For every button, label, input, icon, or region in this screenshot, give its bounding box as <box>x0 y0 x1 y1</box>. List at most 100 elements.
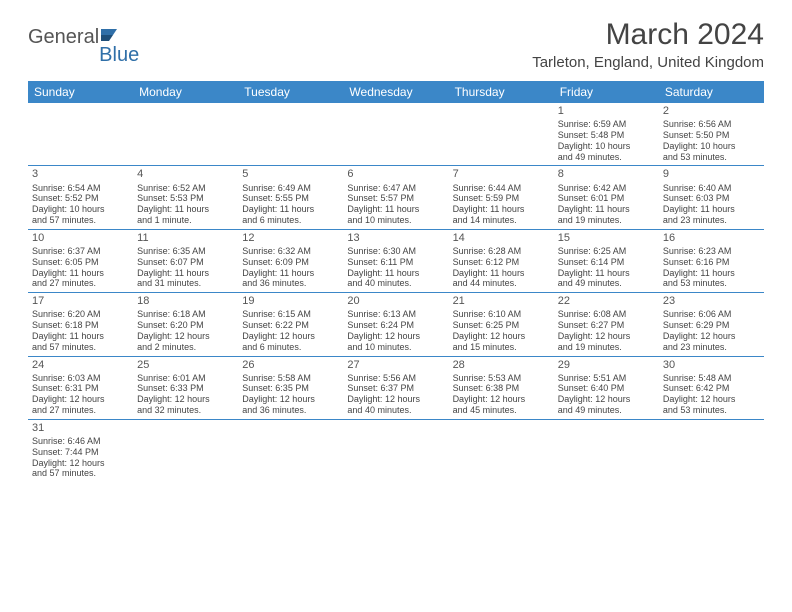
week-row: 24Sunrise: 6:03 AMSunset: 6:31 PMDayligh… <box>28 357 764 420</box>
day-d1: Daylight: 11 hours <box>137 204 234 215</box>
day-number: 29 <box>558 359 655 372</box>
day-cell: 15Sunrise: 6:25 AMSunset: 6:14 PMDayligh… <box>554 230 659 292</box>
day-sr: Sunrise: 6:47 AM <box>347 183 444 194</box>
day-cell: 27Sunrise: 5:56 AMSunset: 6:37 PMDayligh… <box>343 357 448 419</box>
day-d2: and 19 minutes. <box>558 342 655 353</box>
day-ss: Sunset: 5:57 PM <box>347 193 444 204</box>
day-sr: Sunrise: 6:35 AM <box>137 246 234 257</box>
empty-cell <box>343 420 448 482</box>
day-number: 3 <box>32 168 129 181</box>
day-number: 28 <box>453 359 550 372</box>
day-number: 18 <box>137 295 234 308</box>
day-number: 14 <box>453 232 550 245</box>
day-number: 19 <box>242 295 339 308</box>
day-d1: Daylight: 12 hours <box>242 394 339 405</box>
day-ss: Sunset: 6:35 PM <box>242 383 339 394</box>
weekday-header: Sunday Monday Tuesday Wednesday Thursday… <box>28 81 764 103</box>
day-cell: 30Sunrise: 5:48 AMSunset: 6:42 PMDayligh… <box>659 357 764 419</box>
day-sr: Sunrise: 6:44 AM <box>453 183 550 194</box>
empty-cell <box>343 103 448 165</box>
day-cell: 26Sunrise: 5:58 AMSunset: 6:35 PMDayligh… <box>238 357 343 419</box>
day-ss: Sunset: 6:40 PM <box>558 383 655 394</box>
day-number: 5 <box>242 168 339 181</box>
day-number: 6 <box>347 168 444 181</box>
day-sr: Sunrise: 6:59 AM <box>558 119 655 130</box>
day-d1: Daylight: 12 hours <box>32 458 129 469</box>
day-cell: 25Sunrise: 6:01 AMSunset: 6:33 PMDayligh… <box>133 357 238 419</box>
day-ss: Sunset: 5:55 PM <box>242 193 339 204</box>
day-number: 12 <box>242 232 339 245</box>
day-cell: 3Sunrise: 6:54 AMSunset: 5:52 PMDaylight… <box>28 166 133 228</box>
day-d2: and 36 minutes. <box>242 278 339 289</box>
day-d2: and 10 minutes. <box>347 342 444 353</box>
day-d2: and 6 minutes. <box>242 215 339 226</box>
calendar-page: General March 2024 Tarleton, England, Un… <box>0 0 792 492</box>
day-sr: Sunrise: 6:37 AM <box>32 246 129 257</box>
day-ss: Sunset: 7:44 PM <box>32 447 129 458</box>
day-d2: and 10 minutes. <box>347 215 444 226</box>
day-d2: and 27 minutes. <box>32 278 129 289</box>
day-ss: Sunset: 6:18 PM <box>32 320 129 331</box>
empty-cell <box>554 420 659 482</box>
day-d2: and 44 minutes. <box>453 278 550 289</box>
day-ss: Sunset: 6:25 PM <box>453 320 550 331</box>
day-number: 7 <box>453 168 550 181</box>
day-ss: Sunset: 5:48 PM <box>558 130 655 141</box>
empty-cell <box>28 103 133 165</box>
weekday-1: Monday <box>133 81 238 103</box>
day-d2: and 31 minutes. <box>137 278 234 289</box>
empty-cell <box>449 103 554 165</box>
day-d2: and 23 minutes. <box>663 215 760 226</box>
day-ss: Sunset: 6:29 PM <box>663 320 760 331</box>
day-ss: Sunset: 6:07 PM <box>137 257 234 268</box>
empty-cell <box>133 420 238 482</box>
day-ss: Sunset: 6:05 PM <box>32 257 129 268</box>
day-d2: and 36 minutes. <box>242 405 339 416</box>
day-d2: and 53 minutes. <box>663 152 760 163</box>
day-d1: Daylight: 12 hours <box>663 394 760 405</box>
day-d2: and 6 minutes. <box>242 342 339 353</box>
day-number: 25 <box>137 359 234 372</box>
day-d1: Daylight: 12 hours <box>137 394 234 405</box>
month-title: March 2024 <box>532 18 764 52</box>
day-cell: 4Sunrise: 6:52 AMSunset: 5:53 PMDaylight… <box>133 166 238 228</box>
day-d1: Daylight: 11 hours <box>558 204 655 215</box>
day-d1: Daylight: 11 hours <box>663 204 760 215</box>
day-d2: and 19 minutes. <box>558 215 655 226</box>
day-d2: and 32 minutes. <box>137 405 234 416</box>
day-number: 31 <box>32 422 129 435</box>
day-number: 23 <box>663 295 760 308</box>
day-number: 15 <box>558 232 655 245</box>
day-cell: 1Sunrise: 6:59 AMSunset: 5:48 PMDaylight… <box>554 103 659 165</box>
day-number: 26 <box>242 359 339 372</box>
day-d2: and 14 minutes. <box>453 215 550 226</box>
empty-cell <box>659 420 764 482</box>
day-d1: Daylight: 12 hours <box>32 394 129 405</box>
title-block: March 2024 Tarleton, England, United Kin… <box>532 18 764 71</box>
day-sr: Sunrise: 6:40 AM <box>663 183 760 194</box>
day-d1: Daylight: 11 hours <box>663 268 760 279</box>
day-d2: and 53 minutes. <box>663 405 760 416</box>
day-d2: and 57 minutes. <box>32 342 129 353</box>
day-d1: Daylight: 11 hours <box>242 268 339 279</box>
day-d1: Daylight: 11 hours <box>32 331 129 342</box>
day-cell: 20Sunrise: 6:13 AMSunset: 6:24 PMDayligh… <box>343 293 448 355</box>
day-d1: Daylight: 11 hours <box>32 268 129 279</box>
day-cell: 28Sunrise: 5:53 AMSunset: 6:38 PMDayligh… <box>449 357 554 419</box>
day-sr: Sunrise: 6:28 AM <box>453 246 550 257</box>
day-d1: Daylight: 12 hours <box>558 394 655 405</box>
day-sr: Sunrise: 6:06 AM <box>663 309 760 320</box>
day-d2: and 40 minutes. <box>347 405 444 416</box>
day-cell: 12Sunrise: 6:32 AMSunset: 6:09 PMDayligh… <box>238 230 343 292</box>
day-d1: Daylight: 11 hours <box>347 268 444 279</box>
day-sr: Sunrise: 6:01 AM <box>137 373 234 384</box>
day-d1: Daylight: 12 hours <box>347 394 444 405</box>
day-cell: 17Sunrise: 6:20 AMSunset: 6:18 PMDayligh… <box>28 293 133 355</box>
day-ss: Sunset: 5:52 PM <box>32 193 129 204</box>
day-sr: Sunrise: 6:30 AM <box>347 246 444 257</box>
day-d1: Daylight: 10 hours <box>558 141 655 152</box>
day-d1: Daylight: 11 hours <box>453 268 550 279</box>
day-cell: 18Sunrise: 6:18 AMSunset: 6:20 PMDayligh… <box>133 293 238 355</box>
day-d1: Daylight: 12 hours <box>242 331 339 342</box>
day-d1: Daylight: 10 hours <box>32 204 129 215</box>
